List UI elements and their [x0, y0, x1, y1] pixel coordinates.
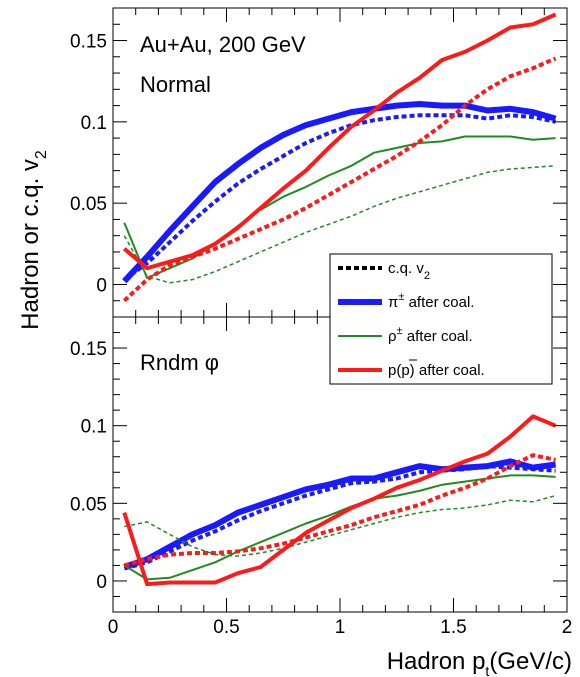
x-tick-label: 2: [562, 617, 573, 638]
y-tick-label-bottom: 0.05: [70, 494, 107, 515]
series-top-proton: [123, 12, 557, 271]
series-top-pion_dashed: [123, 113, 557, 282]
panel-bottom: 0 0.05 0.1 0.15 Rndm φ: [70, 316, 568, 613]
x-tick-label: 0: [108, 617, 119, 638]
series-top-rho_dashed: [123, 165, 556, 284]
y-tick-label-bottom: 0: [96, 572, 107, 593]
x-tick-label: 1: [335, 617, 346, 638]
legend-label-cq: c.q. v2: [388, 260, 430, 282]
y-tick-label-bottom: 0.1: [81, 417, 107, 438]
y-tick-label-bottom: 0.15: [70, 339, 107, 360]
legend-label-pion: π± after coal.: [388, 291, 474, 311]
x-axis-labels: 0 0.5 1 1.5 2: [108, 617, 573, 638]
y-axis-title: Hadron or c.q. v2: [17, 150, 50, 330]
y-tick-label-top: 0: [96, 275, 107, 296]
legend-label-rho: ρ± after coal.: [388, 325, 473, 345]
series-bottom-proton: [122, 414, 557, 587]
panel-annotation-bottom-0: Rndm φ: [140, 350, 219, 375]
panel-annotation-top-0: Au+Au, 200 GeV: [140, 32, 306, 57]
series-bottom-proton_dashed: [123, 453, 556, 568]
y-tick-label-top: 0.05: [70, 194, 107, 215]
series-top-pion: [122, 101, 557, 284]
legend-label-proton: p(p) after coal.: [388, 362, 485, 379]
series-top-proton_dashed: [122, 56, 557, 303]
series-bottom-pion: [123, 458, 557, 570]
panel-annotation-top-1: Normal: [140, 72, 211, 97]
x-axis-title: Hadron pt(GeV/c): [387, 648, 572, 677]
x-tick-label: 1.5: [440, 617, 466, 638]
y-tick-label-top: 0.1: [81, 113, 107, 134]
panel-top: 0 0.05 0.1 0.15 Au+Au, 200 GeV Normal: [70, 7, 568, 318]
y-tick-label-top: 0.15: [70, 32, 107, 53]
legend: c.q. v2 π± after coal. ρ± after coal. p(…: [329, 253, 553, 385]
series-top-rho: [123, 135, 556, 279]
series-bottom-rho_dashed: [124, 494, 556, 557]
legend-box: [329, 253, 553, 385]
x-tick-label: 0.5: [213, 617, 239, 638]
